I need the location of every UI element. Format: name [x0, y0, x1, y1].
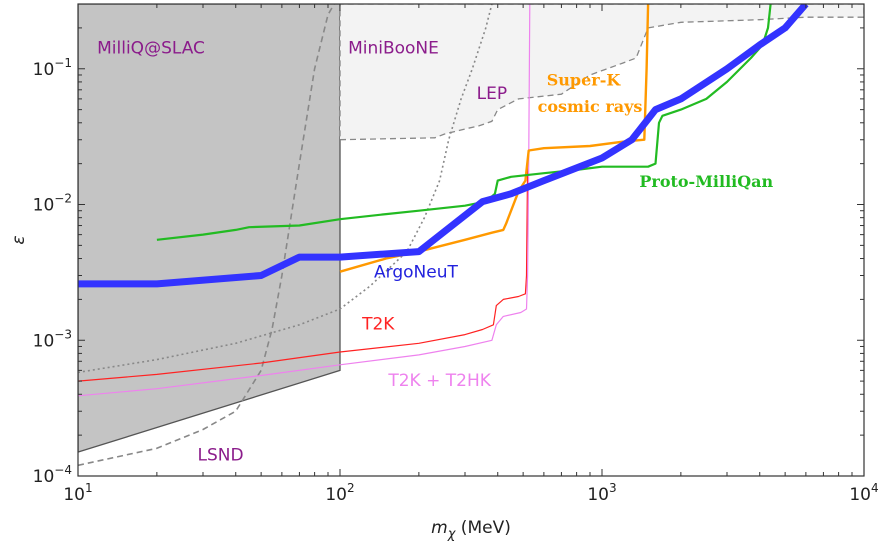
x-tick-label: 102 [325, 481, 354, 505]
miniboone-region [339, 4, 864, 141]
super-k-label-1: Super-K [547, 71, 622, 90]
millicharge-slac-region [78, 4, 341, 453]
proto-milliqan-curve [156, 4, 772, 241]
lep-label: LEP [477, 84, 507, 104]
x-tick-base: 10 [325, 485, 347, 505]
y-tick-label: 10−4 [33, 463, 72, 487]
x-axis-unit: (MeV) [455, 518, 510, 538]
plot-frame [77, 3, 865, 477]
t2k-curve [78, 163, 529, 382]
t2k-t2hk-curve [78, 4, 531, 397]
millicharge-slac-label: MilliQ@SLAC [97, 38, 205, 58]
miniboone-label: MiniBooNE [348, 38, 439, 58]
t2k-label: T2K [361, 315, 395, 335]
y-tick-base: 10 [33, 196, 55, 216]
y-tick-label: 10−2 [33, 192, 72, 216]
x-axis-subscript: χ [447, 527, 457, 542]
y-tick-base: 10 [33, 467, 55, 487]
x-tick-exp: 2 [347, 481, 355, 495]
lsnd-label: LSND [198, 446, 244, 466]
y-tick-base: 10 [33, 331, 55, 351]
lep-curve [78, 4, 493, 374]
x-tick-label: 104 [849, 481, 878, 505]
argoneut-label: ArgoNeuT [374, 262, 458, 282]
x-axis-label: mχ (MeV) [431, 518, 511, 542]
x-tick-label: 103 [587, 481, 616, 505]
y-tick-label: 10−1 [33, 56, 72, 80]
y-tick-exp: −4 [54, 463, 72, 477]
x-tick-base: 10 [587, 485, 609, 505]
x-tick-exp: 4 [871, 481, 879, 495]
x-axis-symbol: m [431, 518, 448, 538]
x-tick-base: 10 [849, 485, 871, 505]
argoneut-curve [78, 4, 809, 288]
y-tick-label: 10−3 [33, 327, 72, 351]
y-tick-exp: −1 [54, 56, 72, 70]
y-tick-base: 10 [33, 60, 55, 80]
x-tick-base: 10 [63, 485, 85, 505]
x-tick-exp: 3 [609, 481, 617, 495]
x-tick-label: 101 [63, 481, 92, 505]
super-k-label-2: cosmic rays [538, 97, 643, 116]
t2k-t2hk-label: T2K + T2HK [387, 371, 491, 391]
y-tick-exp: −2 [54, 192, 72, 206]
y-tick-exp: −3 [54, 327, 72, 341]
proto-milliqan-label: Proto-MilliQan [639, 172, 773, 191]
y-axis-label: ε [9, 235, 29, 244]
lsnd-curve [78, 4, 335, 467]
x-tick-exp: 1 [85, 481, 93, 495]
